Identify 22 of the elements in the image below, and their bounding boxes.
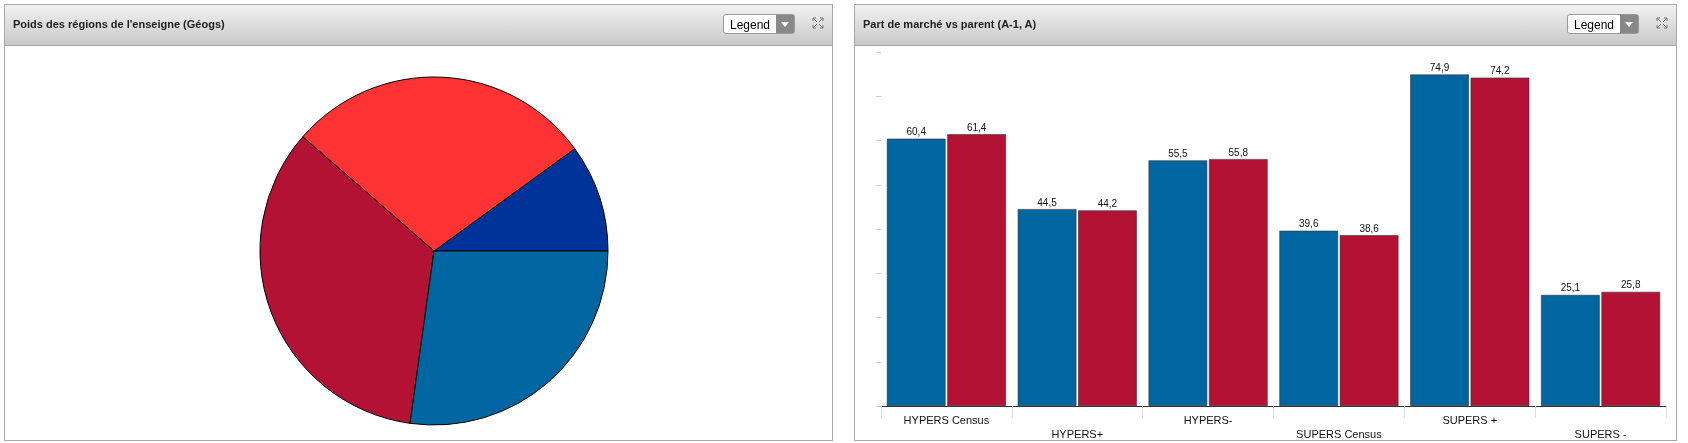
data-label: 38,6: [1359, 222, 1380, 234]
data-label: 39,6: [1298, 218, 1319, 230]
data-label: 25,8: [1621, 279, 1641, 291]
data-label: 55,5: [1168, 147, 1189, 159]
x-tick-label: HYPERS+: [1051, 427, 1104, 440]
data-label: 74,2: [1490, 65, 1511, 77]
data-label: 25,1: [1560, 282, 1581, 294]
data-label: 74,9: [1429, 62, 1450, 74]
data-label: 55,8: [1228, 146, 1249, 158]
data-label: 60,4: [906, 126, 927, 138]
legend-dropdown: Legend: [723, 14, 795, 34]
x-tick-label: SUPERS Census: [1296, 427, 1383, 440]
data-label: 44,5: [1037, 196, 1058, 208]
legend-dropdown: Legend: [1567, 14, 1639, 34]
text: Poids des régions de l'enseigne (Géogs): [13, 18, 225, 30]
data-label: 61,4: [966, 121, 987, 133]
x-tick-label: SUPERS +: [1442, 413, 1498, 426]
x-tick-label: SUPERS -: [1574, 427, 1627, 440]
chart-title: Part de marché vs parent (A-1, A): [863, 18, 1037, 30]
x-tick-label: HYPERS Census: [903, 413, 990, 426]
data-label: 44,2: [1097, 197, 1118, 209]
x-tick-label: HYPERS-: [1183, 413, 1233, 426]
